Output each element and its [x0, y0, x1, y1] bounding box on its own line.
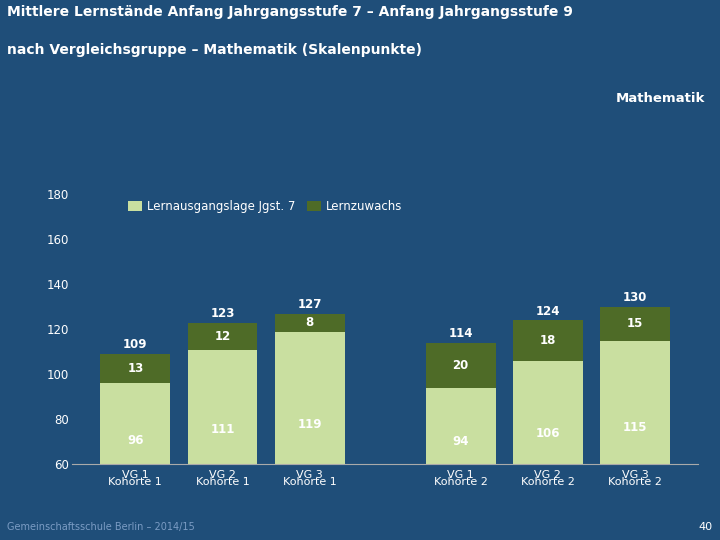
Text: nach Vergleichsgruppe – Mathematik (Skalenpunkte): nach Vergleichsgruppe – Mathematik (Skal… [7, 43, 422, 57]
Text: Kohorte 2: Kohorte 2 [521, 477, 575, 487]
Bar [426, 343, 495, 388]
Legend: Lernausgangslage Jgst. 7, Lernzuwachs: Lernausgangslage Jgst. 7, Lernzuwachs [128, 200, 402, 213]
Text: 18: 18 [540, 334, 556, 347]
Text: Gemeinschaftsschule Berlin – 2014/15: Gemeinschaftsschule Berlin – 2014/15 [7, 522, 195, 532]
Bar [426, 388, 495, 464]
Text: 20: 20 [453, 359, 469, 372]
Text: 114: 114 [449, 327, 473, 340]
Bar [513, 320, 582, 361]
Text: VG 2: VG 2 [534, 470, 562, 480]
Text: 115: 115 [623, 421, 647, 434]
Text: Kohorte 2: Kohorte 2 [608, 477, 662, 487]
Text: 12: 12 [215, 329, 230, 343]
Text: 119: 119 [297, 418, 322, 431]
Text: Kohorte 1: Kohorte 1 [196, 477, 249, 487]
Text: VG 3: VG 3 [621, 470, 649, 480]
Text: 111: 111 [210, 423, 235, 436]
Text: 130: 130 [623, 291, 647, 304]
Bar [101, 383, 170, 464]
Text: Kohorte 2: Kohorte 2 [434, 477, 487, 487]
Text: 13: 13 [127, 362, 143, 375]
Text: 127: 127 [297, 298, 322, 311]
Text: Kohorte 1: Kohorte 1 [109, 477, 162, 487]
Text: 96: 96 [127, 434, 143, 447]
Text: 40: 40 [698, 522, 713, 532]
Text: VG 2: VG 2 [209, 470, 236, 480]
Text: Mathematik: Mathematik [616, 92, 706, 105]
Text: 124: 124 [536, 305, 560, 318]
Text: VG 1: VG 1 [447, 470, 474, 480]
Bar [188, 322, 257, 350]
Bar [275, 314, 345, 332]
Bar [600, 307, 670, 341]
Bar [188, 350, 257, 464]
Text: 15: 15 [627, 318, 643, 330]
Text: 123: 123 [210, 307, 235, 320]
Bar [600, 341, 670, 464]
Text: VG 3: VG 3 [297, 470, 323, 480]
Bar [101, 354, 170, 383]
Text: 8: 8 [305, 316, 314, 329]
Text: 106: 106 [536, 427, 560, 440]
Bar [275, 332, 345, 464]
Text: Mittlere Lernstände Anfang Jahrgangsstufe 7 – Anfang Jahrgangsstufe 9: Mittlere Lernstände Anfang Jahrgangsstuf… [7, 5, 573, 19]
Bar [513, 361, 582, 464]
Text: 109: 109 [123, 339, 148, 352]
Text: Kohorte 1: Kohorte 1 [283, 477, 336, 487]
Text: VG 1: VG 1 [122, 470, 149, 480]
Text: 94: 94 [452, 435, 469, 448]
